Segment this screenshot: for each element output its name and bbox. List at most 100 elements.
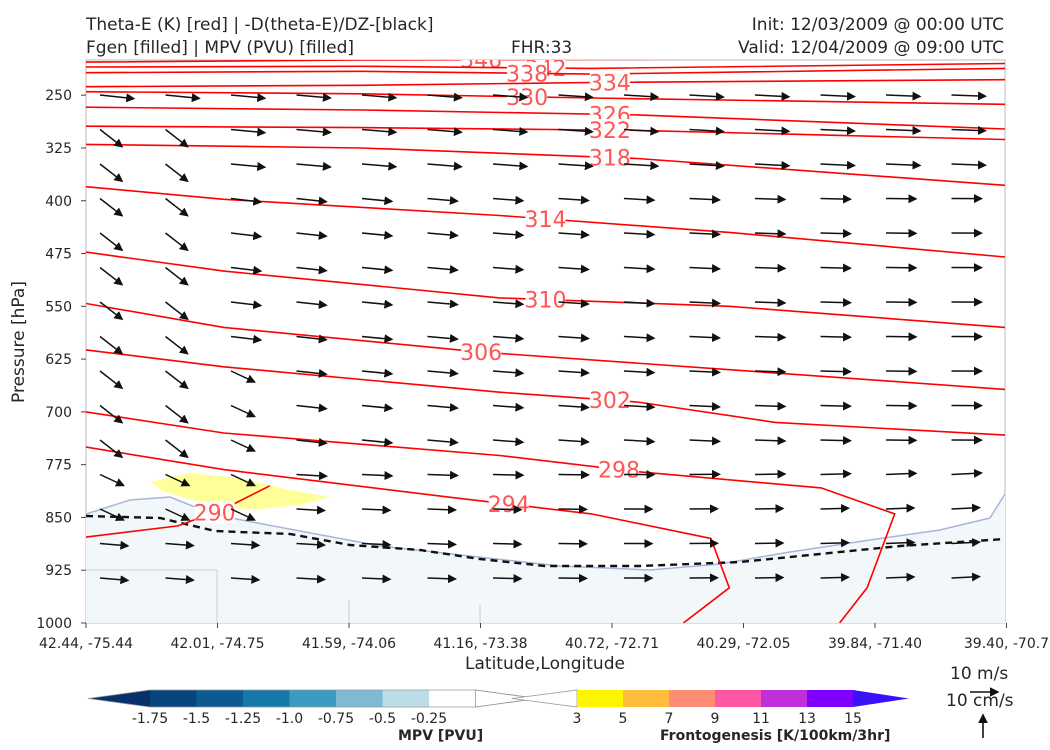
theta-e-contour-342 [86, 62, 1005, 70]
contour-label-314: 314 [525, 208, 567, 233]
wind-vector [754, 160, 791, 170]
wind-vector [165, 439, 189, 459]
wind-vector [296, 437, 328, 447]
wind-vector [820, 298, 852, 308]
theta-e-contour-310 [86, 251, 1005, 329]
wind-vector [492, 368, 525, 378]
wind-vector [820, 367, 852, 377]
theta-e-contour-302 [86, 349, 1005, 436]
fgen-colorbar-segment [623, 690, 669, 707]
wind-vector [427, 574, 457, 584]
y-axis-label: Pressure [hPa] [9, 281, 29, 403]
wind-vector [820, 503, 850, 513]
wind-vector [689, 126, 725, 136]
reference-horizontal-label: 10 m/s [950, 664, 1009, 684]
fgen-tick-label: 3 [573, 711, 582, 727]
wind-vector [230, 508, 256, 521]
y-tick-label: 400 [45, 194, 72, 210]
contour-label-346: 346 [460, 49, 502, 74]
y-tick-label: 775 [45, 458, 72, 474]
wind-vector [754, 573, 785, 583]
wind-vector [99, 266, 124, 286]
mpv-tick-label: -1.5 [183, 711, 210, 727]
wind-vector [361, 403, 394, 413]
reference-vertical-label: 10 cm/s [946, 691, 1014, 711]
wind-vector [951, 572, 981, 582]
wind-vector [820, 160, 856, 170]
wind-vector [885, 503, 916, 513]
wind-vector [165, 232, 189, 252]
wind-vector [165, 508, 191, 521]
fgen-tick-label: 13 [798, 711, 816, 727]
wind-vector [427, 402, 459, 412]
wind-vector [99, 232, 124, 252]
contour-label-bg [461, 60, 502, 71]
wind-vector [99, 508, 125, 521]
contour-label-302: 302 [589, 389, 631, 414]
mpv-tick-label: -0.5 [369, 711, 396, 727]
wind-vector [165, 404, 189, 424]
wind-vector [361, 299, 394, 309]
wind-vector [689, 402, 721, 412]
wind-vector [623, 195, 656, 205]
wind-vector [99, 197, 124, 217]
x-tick-label: 42.01, -74.75 [170, 636, 264, 652]
wind-vector [623, 402, 656, 412]
y-tick-label: 1000 [36, 616, 72, 632]
wind-vector [754, 298, 787, 308]
fgen-colorbar: 3 5 7 9 11 13 15 [511, 689, 909, 727]
mpv-colorbar: -1.75 -1.5 -1.25 -1.0 -0.75 -0.5 -0.25 [87, 689, 538, 727]
wind-vector [296, 505, 326, 515]
wind-vector [951, 503, 981, 513]
wind-vector [492, 437, 525, 447]
wind-vector [361, 334, 394, 344]
wind-vector [820, 91, 856, 101]
wind-vector [885, 572, 916, 582]
contour-label-bg [507, 62, 548, 85]
wind-vector [296, 403, 328, 413]
wind-vector [492, 505, 523, 515]
wind-vector [296, 334, 328, 344]
mpv-colorbar-segment [289, 690, 336, 707]
x-tick-label: 42.44, -75.44 [39, 636, 133, 652]
wind-vector [427, 264, 459, 274]
wind-vector [558, 161, 594, 171]
contour-label-bg [589, 119, 630, 142]
wind-vector [361, 161, 398, 171]
wind-vector [689, 298, 721, 308]
contour-label-322: 322 [589, 119, 631, 144]
y-tick-label: 550 [45, 299, 72, 315]
x-tick-label: 41.16, -73.38 [433, 636, 527, 652]
wind-vector [492, 126, 529, 136]
wind-vector [230, 574, 261, 584]
wind-vector [427, 505, 457, 515]
mpv-colorbar-segment [382, 690, 429, 707]
theta-e-contour-334 [86, 78, 1005, 88]
mpv-fill-region [86, 494, 1005, 623]
fgen-tick-label: 15 [844, 711, 862, 727]
wind-vector [165, 93, 201, 103]
x-tick-label: 41.59, -74.06 [302, 636, 396, 652]
wind-vector [296, 127, 332, 137]
wind-vector [230, 404, 256, 418]
wind-vector [99, 370, 124, 390]
x-tick-label: 40.72, -72.71 [565, 636, 659, 652]
wind-vector [754, 194, 787, 204]
y-tick-label: 925 [45, 563, 72, 579]
wind-vector [99, 163, 124, 183]
valid-time: Valid: 12/04/2009 @ 09:00 UTC [738, 38, 1004, 58]
wind-vector [296, 161, 332, 171]
wind-vector [230, 439, 256, 452]
wind-vector [361, 368, 394, 378]
wind-vector [427, 470, 459, 480]
wind-vector [165, 575, 195, 585]
wind-vector [230, 334, 263, 344]
wind-vector [492, 264, 525, 274]
wind-vector [165, 335, 189, 355]
wind-vector [754, 538, 785, 548]
fgen-colorbar-segment [761, 690, 807, 707]
mpv-tick-label: -0.25 [411, 711, 447, 727]
y-tick-label: 325 [45, 141, 72, 157]
wind-vector [230, 231, 263, 241]
